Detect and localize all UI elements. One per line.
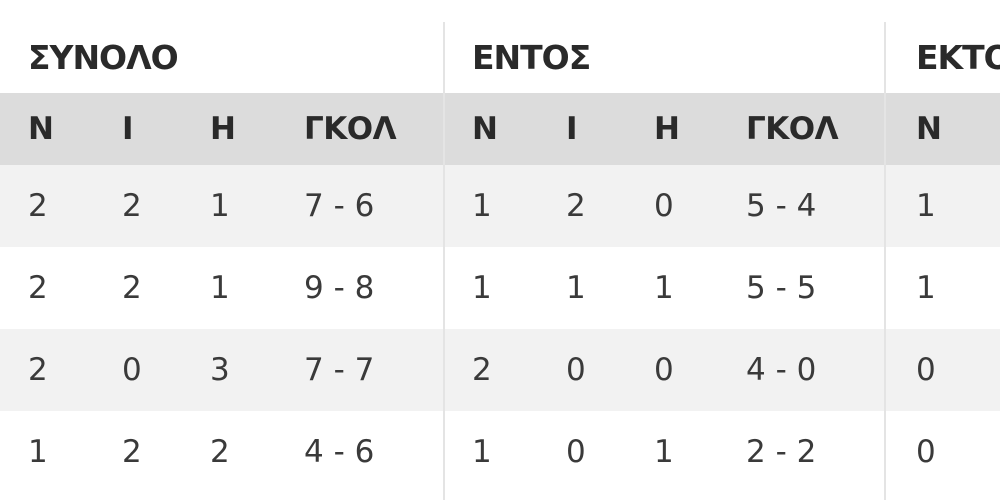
column-divider bbox=[443, 22, 445, 500]
cell-home-draws: 1 bbox=[566, 270, 586, 306]
cell-home-wins: 1 bbox=[472, 434, 492, 470]
cell-total-wins: 1 bbox=[28, 434, 48, 470]
cell-home-draws: 0 bbox=[566, 352, 586, 388]
cell-away-wins: 0 bbox=[916, 434, 936, 470]
col-header-total-losses: Η bbox=[210, 111, 236, 147]
cell-total-losses: 1 bbox=[210, 270, 230, 306]
cell-away-wins: 1 bbox=[916, 188, 936, 224]
col-header-home-losses: Η bbox=[654, 111, 680, 147]
cell-total-wins: 2 bbox=[28, 352, 48, 388]
table-row: 2 0 3 7 - 7 2 0 0 4 - 0 0 bbox=[0, 329, 1000, 411]
cell-total-losses: 3 bbox=[210, 352, 230, 388]
col-header-total-goals: ΓΚΟΛ bbox=[304, 111, 397, 147]
cell-total-draws: 0 bbox=[122, 352, 142, 388]
cell-home-goals: 5 - 5 bbox=[746, 270, 817, 306]
cell-total-draws: 2 bbox=[122, 434, 142, 470]
cell-total-goals: 7 - 6 bbox=[304, 188, 375, 224]
cell-total-losses: 2 bbox=[210, 434, 230, 470]
cell-total-draws: 2 bbox=[122, 188, 142, 224]
group-header-home: ΕΝΤΟΣ bbox=[472, 38, 591, 77]
group-header-total: ΣΥΝΟΛΟ bbox=[28, 38, 179, 77]
cell-total-wins: 2 bbox=[28, 270, 48, 306]
cell-total-losses: 1 bbox=[210, 188, 230, 224]
cell-home-wins: 1 bbox=[472, 188, 492, 224]
cell-home-losses: 1 bbox=[654, 434, 674, 470]
cell-home-losses: 0 bbox=[654, 352, 674, 388]
group-header-away: ΕΚΤΟ bbox=[916, 38, 1000, 77]
column-divider bbox=[884, 22, 886, 500]
cell-home-draws: 0 bbox=[566, 434, 586, 470]
cell-total-wins: 2 bbox=[28, 188, 48, 224]
column-header-row: Ν Ι Η ΓΚΟΛ Ν Ι Η ΓΚΟΛ Ν bbox=[0, 93, 1000, 165]
col-header-home-draws: Ι bbox=[566, 111, 578, 147]
cell-total-goals: 4 - 6 bbox=[304, 434, 375, 470]
cell-away-wins: 0 bbox=[916, 352, 936, 388]
col-header-home-wins: Ν bbox=[472, 111, 498, 147]
cell-home-losses: 0 bbox=[654, 188, 674, 224]
col-header-away-wins: Ν bbox=[916, 111, 942, 147]
col-header-total-draws: Ι bbox=[122, 111, 134, 147]
cell-total-draws: 2 bbox=[122, 270, 142, 306]
cell-total-goals: 7 - 7 bbox=[304, 352, 375, 388]
cell-away-wins: 1 bbox=[916, 270, 936, 306]
cell-home-losses: 1 bbox=[654, 270, 674, 306]
cell-home-wins: 1 bbox=[472, 270, 492, 306]
cell-home-goals: 2 - 2 bbox=[746, 434, 817, 470]
cell-total-goals: 9 - 8 bbox=[304, 270, 375, 306]
table-row: 2 2 1 7 - 6 1 2 0 5 - 4 1 bbox=[0, 165, 1000, 247]
cell-home-draws: 2 bbox=[566, 188, 586, 224]
table-row: 1 2 2 4 - 6 1 0 1 2 - 2 0 bbox=[0, 411, 1000, 493]
col-header-home-goals: ΓΚΟΛ bbox=[746, 111, 839, 147]
col-header-total-wins: Ν bbox=[28, 111, 54, 147]
cell-home-goals: 4 - 0 bbox=[746, 352, 817, 388]
cell-home-goals: 5 - 4 bbox=[746, 188, 817, 224]
table-row: 2 2 1 9 - 8 1 1 1 5 - 5 1 bbox=[0, 247, 1000, 329]
cell-home-wins: 2 bbox=[472, 352, 492, 388]
